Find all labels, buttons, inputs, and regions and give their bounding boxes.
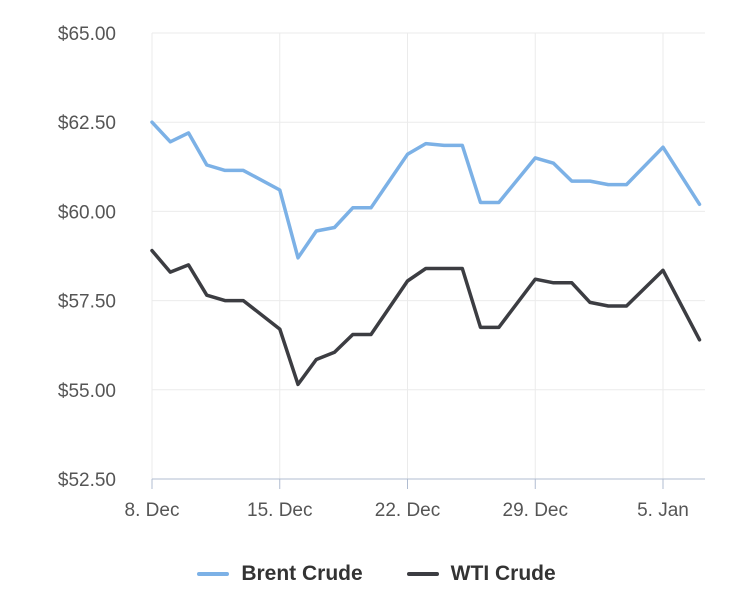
y-tick-label: $52.50 <box>58 470 116 491</box>
y-tick-label: $65.00 <box>58 24 116 45</box>
y-tick-label: $55.00 <box>58 381 116 402</box>
legend-label-brent: Brent Crude <box>241 562 363 585</box>
x-tick-label: 8. Dec <box>125 500 180 521</box>
x-tick-label: 22. Dec <box>375 500 440 521</box>
y-tick-label: $57.50 <box>58 292 116 313</box>
x-tick-label: 5. Jan <box>637 500 689 521</box>
x-tick-label: 29. Dec <box>503 500 568 521</box>
y-tick-label: $62.50 <box>58 113 116 134</box>
x-tick-label: 15. Dec <box>247 500 312 521</box>
x-axis <box>151 478 705 489</box>
y-axis-labels: $52.50 $55.00 $57.50 $60.00 $62.50 $65.00 <box>58 24 116 491</box>
grid-lines <box>151 32 705 479</box>
legend-swatch-brent <box>197 572 230 576</box>
series-line-wti-crude[interactable] <box>150 248 702 387</box>
y-tick-label: $60.00 <box>58 202 116 223</box>
legend-item-brent[interactable]: Brent Crude <box>197 562 363 586</box>
legend-item-wti[interactable]: WTI Crude <box>406 562 556 586</box>
legend-label-wti: WTI Crude <box>450 562 556 585</box>
series-lines <box>150 120 702 387</box>
legend: Brent Crude WTI Crude <box>0 556 753 592</box>
x-axis-labels: 8. Dec 15. Dec 22. Dec 29. Dec 5. Jan <box>125 500 689 521</box>
series-line-brent-crude[interactable] <box>150 120 702 260</box>
legend-swatch-wti <box>406 572 439 576</box>
